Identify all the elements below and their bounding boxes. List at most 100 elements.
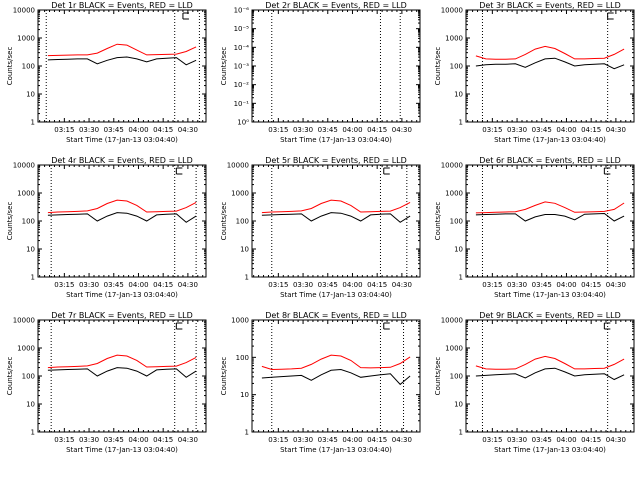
top-time-marker [175, 322, 183, 330]
x-axis-label: Start Time (17-Jan-13 03:04:40) [494, 446, 606, 454]
y-tick-label: 10⁻³ [234, 63, 250, 71]
x-tick-label: 04:00 [342, 436, 362, 444]
y-tick-label: 1000 [231, 190, 249, 198]
events-series-line [47, 212, 197, 223]
plot-frame [37, 319, 207, 433]
panel-9: Det 9r BLACK = Events, RED = LLD Start Ti… [434, 311, 635, 454]
panel-4: Det 4r BLACK = Events, RED = LLD Start Ti… [6, 156, 207, 299]
x-tick-label: 04:15 [153, 436, 173, 444]
events-series-line [261, 212, 411, 223]
y-tick-label: 10⁻⁶ [234, 7, 250, 15]
panel-title: Det 2r BLACK = Events, RED = LLD [265, 1, 407, 10]
plot-frame [465, 164, 635, 278]
panel-title: Det 7r BLACK = Events, RED = LLD [51, 311, 193, 320]
x-tick-label: 04:15 [153, 126, 173, 134]
y-tick-label: 10⁻¹ [234, 100, 250, 108]
y-tick-label: 1 [245, 274, 249, 282]
panel-2: Det 2r BLACK = Events, RED = LLD Start Ti… [220, 1, 421, 144]
panel-title: Det 6r BLACK = Events, RED = LLD [479, 156, 621, 165]
y-axis-label: Counts/sec [434, 202, 442, 241]
x-tick-label: 03:45 [318, 436, 338, 444]
x-tick-label: 04:15 [367, 126, 387, 134]
y-axis-label: Counts/sec [434, 47, 442, 86]
y-tick-label: 10 [454, 401, 463, 409]
x-tick-label: 03:30 [79, 281, 99, 289]
x-tick-label: 03:45 [532, 126, 552, 134]
y-tick-label: 10000 [441, 317, 463, 325]
panel-6: Det 6r BLACK = Events, RED = LLD Start Ti… [434, 156, 635, 299]
x-tick-label: 04:30 [392, 436, 412, 444]
panel-title: Det 4r BLACK = Events, RED = LLD [51, 156, 193, 165]
x-tick-label: 03:15 [268, 126, 288, 134]
y-tick-label: 100 [450, 63, 463, 71]
events-series-line [47, 56, 197, 66]
x-tick-label: 04:15 [581, 281, 601, 289]
top-time-marker [175, 167, 183, 175]
x-axis-label: Start Time (17-Jan-13 03:04:40) [66, 446, 178, 454]
x-tick-label: 03:30 [79, 436, 99, 444]
events-series-line [261, 368, 411, 386]
x-tick-label: 03:15 [482, 281, 502, 289]
x-tick-label: 03:30 [507, 281, 527, 289]
x-tick-label: 04:15 [153, 281, 173, 289]
lld-series-line [261, 199, 411, 214]
x-tick-label: 03:30 [293, 281, 313, 289]
x-axis-label: Start Time (17-Jan-13 03:04:40) [494, 136, 606, 144]
lld-series-line [47, 354, 197, 369]
y-axis-label: Counts/sec [220, 202, 228, 241]
x-tick-label: 03:30 [293, 436, 313, 444]
x-tick-label: 03:45 [532, 281, 552, 289]
lld-series-line [475, 45, 625, 60]
y-tick-label: 10 [454, 91, 463, 99]
x-tick-label: 04:00 [128, 281, 148, 289]
top-time-marker [182, 12, 189, 20]
x-axis-label: Start Time (17-Jan-13 03:04:40) [66, 136, 178, 144]
top-time-marker [603, 322, 611, 330]
lld-series-line [47, 199, 197, 214]
panel-title: Det 8r BLACK = Events, RED = LLD [265, 311, 407, 320]
y-axis-label: Counts/sec [6, 357, 14, 396]
y-tick-label: 10⁻⁴ [234, 44, 250, 52]
x-tick-label: 04:30 [392, 126, 412, 134]
y-axis-label: Counts/sec [220, 47, 228, 86]
x-tick-label: 03:45 [104, 126, 124, 134]
y-tick-label: 1 [459, 119, 463, 127]
lld-series-line [261, 354, 411, 371]
y-tick-label: 1000 [445, 190, 463, 198]
y-tick-label: 10 [240, 246, 249, 254]
x-tick-label: 03:45 [318, 281, 338, 289]
y-axis-label: Counts/sec [434, 357, 442, 396]
x-tick-label: 04:00 [556, 436, 576, 444]
y-tick-label: 10 [26, 401, 35, 409]
panel-title: Det 3r BLACK = Events, RED = LLD [479, 1, 621, 10]
lld-series-line [475, 355, 625, 370]
panel-5: Det 5r BLACK = Events, RED = LLD Start Ti… [220, 156, 421, 299]
panel-3: Det 3r BLACK = Events, RED = LLD Start Ti… [434, 1, 635, 144]
y-tick-label: 10 [26, 91, 35, 99]
plot-frame [37, 9, 207, 123]
y-tick-label: 100 [22, 373, 35, 381]
plot-frame [251, 164, 421, 278]
x-tick-label: 04:30 [392, 281, 412, 289]
x-axis-label: Start Time (17-Jan-13 03:04:40) [66, 291, 178, 299]
x-tick-label: 04:15 [581, 126, 601, 134]
x-tick-label: 03:30 [79, 126, 99, 134]
plot-frame [251, 9, 421, 123]
y-axis-label: Counts/sec [220, 357, 228, 396]
lld-series-line [47, 43, 197, 57]
x-tick-label: 04:00 [128, 126, 148, 134]
y-tick-label: 100 [22, 218, 35, 226]
y-tick-label: 1 [459, 274, 463, 282]
x-tick-label: 03:15 [54, 436, 74, 444]
x-tick-label: 04:15 [367, 436, 387, 444]
x-tick-label: 04:30 [178, 281, 198, 289]
x-tick-label: 04:15 [581, 436, 601, 444]
x-tick-label: 04:00 [556, 126, 576, 134]
x-tick-label: 03:15 [54, 126, 74, 134]
y-tick-label: 1000 [231, 317, 249, 325]
panel-8: Det 8r BLACK = Events, RED = LLD Start Ti… [220, 311, 421, 454]
x-tick-label: 04:00 [342, 281, 362, 289]
y-tick-label: 10000 [13, 162, 35, 170]
y-tick-label: 1000 [17, 345, 35, 353]
